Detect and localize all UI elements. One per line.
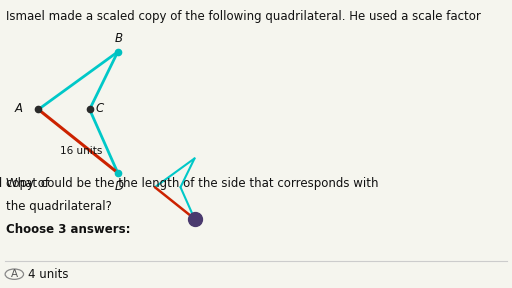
Text: What could be the the length of the side that corresponds with: What could be the the length of the side… xyxy=(0,287,1,288)
Text: Ismael made a scaled copy of the following quadrilateral. He used a scale factor: Ismael made a scaled copy of the followi… xyxy=(6,10,485,23)
Text: A: A xyxy=(15,101,23,115)
Text: $\overline{AD}$: $\overline{AD}$ xyxy=(0,287,1,288)
Text: Choose 3 answers:: Choose 3 answers: xyxy=(6,223,131,236)
Text: B: B xyxy=(115,32,123,45)
Text: D: D xyxy=(114,180,123,193)
Text: What could be the the length of the side that corresponds with: What could be the the length of the side… xyxy=(6,177,382,190)
Text: 16 units: 16 units xyxy=(60,146,103,156)
Text: A: A xyxy=(11,269,18,279)
Text: on the scaled copy of: on the scaled copy of xyxy=(0,177,49,190)
Text: the quadrilateral?: the quadrilateral? xyxy=(6,200,112,213)
Text: 4 units: 4 units xyxy=(28,268,69,281)
Text: C: C xyxy=(96,101,104,115)
